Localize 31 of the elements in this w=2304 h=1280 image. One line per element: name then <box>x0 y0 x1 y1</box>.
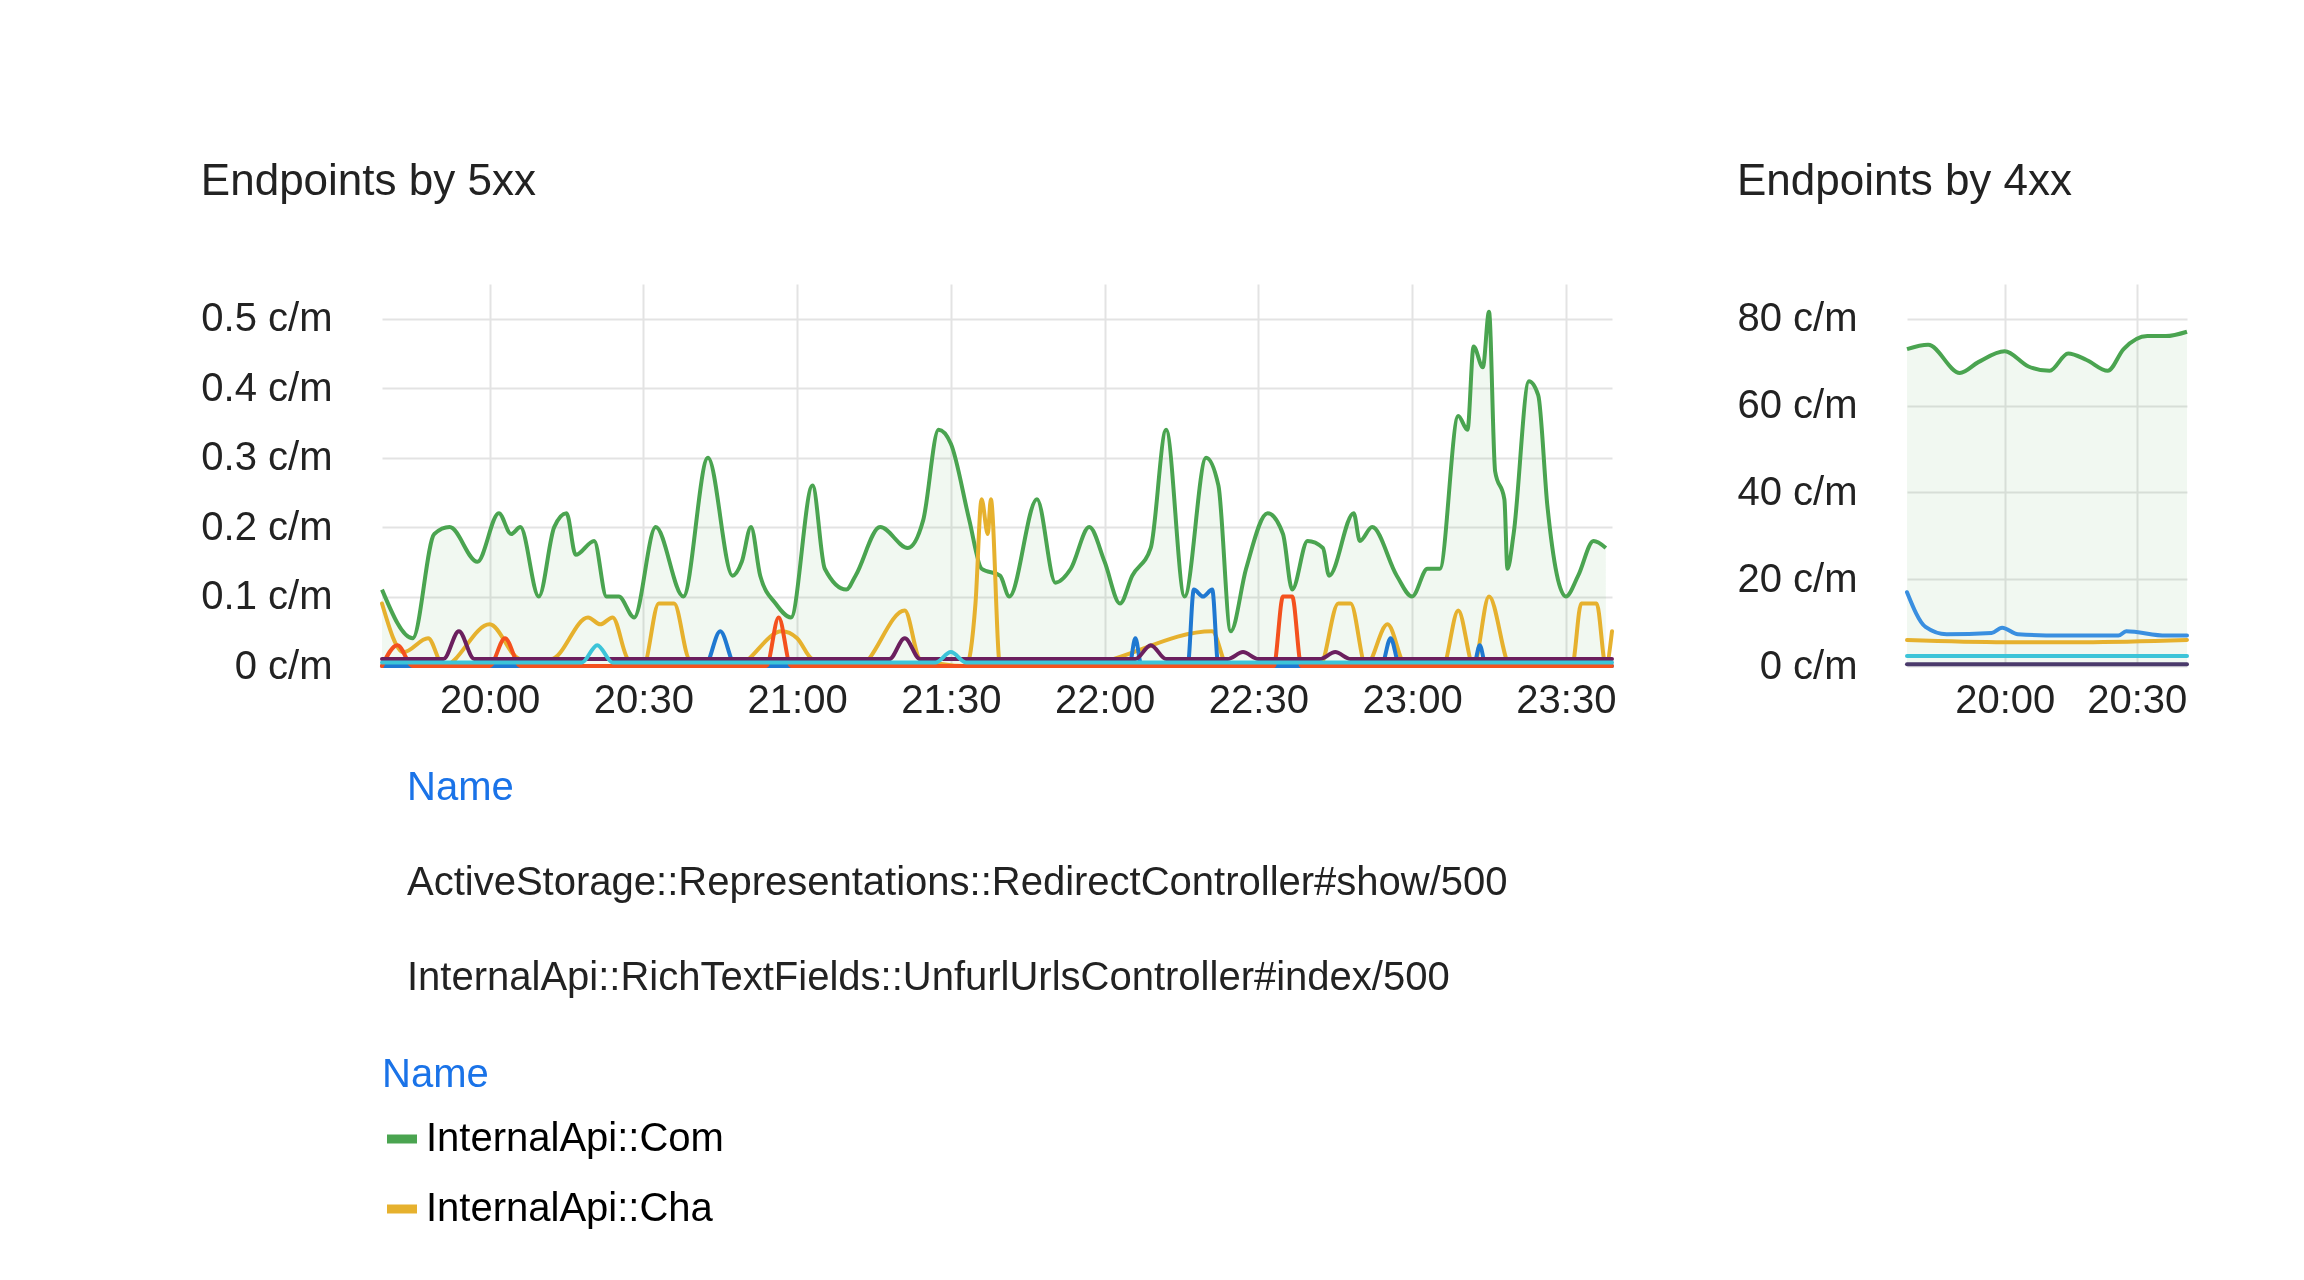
chart-title: Endpoints by 5xx <box>200 155 536 204</box>
y-tick-label: 0.3 c/m <box>201 434 333 479</box>
x-tick-label: 20:30 <box>593 676 694 721</box>
y-tick-label: 0.5 c/m <box>201 295 333 340</box>
y-tick-label: 60 c/m <box>1737 382 1858 427</box>
legend-label: InternalApi::Cha <box>426 1185 714 1229</box>
y-tick-label: 0 c/m <box>234 642 333 687</box>
text: ActiveStorage::Representations::RedirectController#show/500 <box>407 858 1508 903</box>
text: InternalApi::RichTextFields::UnfurlUrlsController#index/500 <box>407 953 1450 998</box>
line-series <box>1905 590 2189 638</box>
legend-label: InternalApi::Com <box>426 1115 724 1159</box>
y-tick-label: 80 c/m <box>1737 295 1858 340</box>
y-tick-label: 0 c/m <box>1759 642 1858 687</box>
y-tick-label: 40 c/m <box>1737 468 1858 513</box>
text: Name <box>407 763 514 808</box>
x-tick-label: 21:00 <box>747 676 848 721</box>
x-tick-label: 21:30 <box>901 676 1002 721</box>
x-tick-label: 22:30 <box>1208 676 1309 721</box>
line-series <box>380 629 1614 662</box>
chart-title: Endpoints by 4xx <box>1736 155 2073 204</box>
y-tick-label: 0.1 c/m <box>201 573 333 618</box>
y-tick-label: 0.2 c/m <box>201 503 333 548</box>
x-tick-label: 20:00 <box>440 676 541 721</box>
x-tick-label: 22:00 <box>1055 676 1156 721</box>
x-tick-label: 20:00 <box>1955 676 2056 721</box>
y-tick-label: 20 c/m <box>1737 555 1858 600</box>
y-tick-label: 0.4 c/m <box>201 364 333 409</box>
x-tick-label: 23:00 <box>1362 676 1463 721</box>
x-tick-label: 23:30 <box>1516 676 1617 721</box>
x-tick-label: 20:30 <box>2087 676 2188 721</box>
legend-title: Name <box>382 1051 489 1095</box>
